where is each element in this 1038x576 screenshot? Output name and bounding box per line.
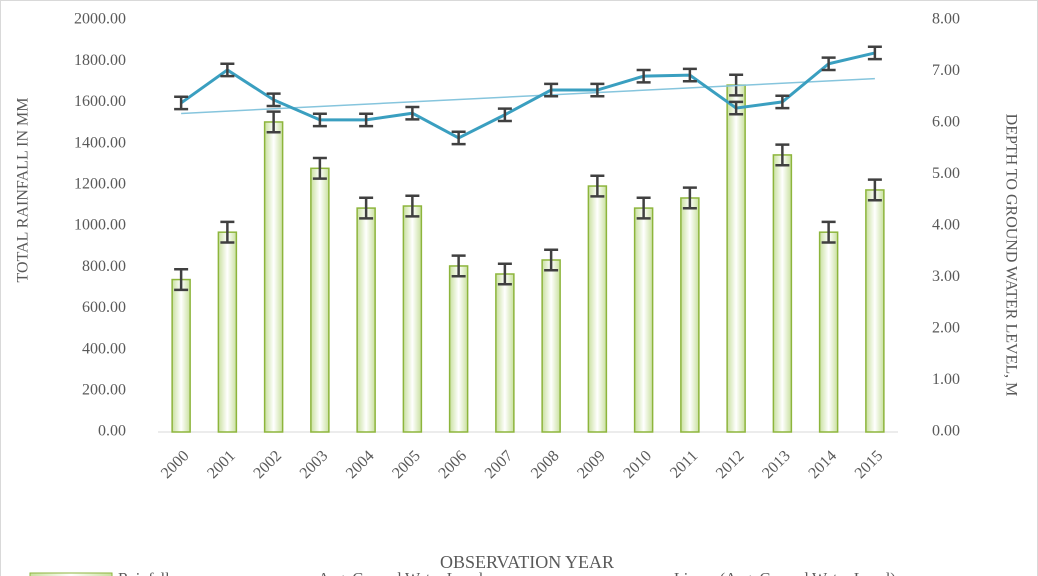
bar	[633, 207, 654, 433]
y-axis-title: TOTAL RAINFALL IN MM	[15, 98, 32, 283]
bar	[865, 189, 885, 433]
y-tick-label: 1400.00	[74, 134, 126, 151]
x-tick-label: 2005	[389, 447, 424, 482]
error-bar	[821, 220, 836, 244]
bar	[310, 167, 330, 433]
error-bar	[174, 95, 189, 111]
bar	[680, 197, 700, 433]
x-tick-label: 2010	[620, 447, 655, 482]
y-tick-label: 1800.00	[74, 52, 126, 69]
error-bar	[266, 92, 281, 108]
legend-swatch	[29, 572, 113, 576]
x-tick-label: 2014	[805, 447, 840, 482]
x-tick-label: 2006	[435, 447, 470, 482]
error-bar	[636, 196, 651, 220]
y2-axis-title: DEPTH TO GROUND WATER LEVEL, M	[1002, 114, 1019, 397]
error-bar	[497, 262, 512, 286]
x-tick-label: 2011	[667, 447, 701, 481]
error-bar	[312, 112, 327, 128]
bar	[772, 154, 793, 433]
line	[180, 51, 876, 140]
error-bar	[220, 62, 235, 78]
error-bar	[821, 56, 836, 72]
error-bar	[405, 105, 420, 121]
legend-label: Rainfall	[118, 571, 170, 576]
x-tick-label: 2000	[158, 447, 193, 482]
y2-tick-label: 3.00	[932, 268, 960, 285]
error-bar	[359, 196, 374, 220]
error-bar	[682, 186, 697, 210]
error-bar	[174, 268, 189, 292]
error-bar	[220, 220, 235, 244]
y2-tick-label: 2.00	[932, 320, 960, 337]
bar	[448, 265, 469, 433]
bar	[726, 84, 746, 433]
y2-tick-label: 1.00	[932, 371, 960, 388]
y2-tick-label: 8.00	[932, 11, 960, 28]
y2-tick-label: 7.00	[932, 62, 960, 79]
x-tick-label: 2015	[852, 447, 887, 482]
y2-tick-label: 0.00	[932, 423, 960, 440]
x-tick-label: 2001	[204, 447, 239, 482]
error-bar	[544, 248, 559, 272]
y-tick-label: 800.00	[82, 258, 126, 275]
error-bar	[405, 194, 420, 218]
error-bar	[867, 45, 882, 61]
y2-tick-label: 5.00	[932, 165, 960, 182]
y-tick-label: 400.00	[82, 340, 126, 357]
error-bar	[451, 130, 466, 146]
bar	[495, 273, 515, 433]
bar	[587, 185, 608, 433]
error-bar	[312, 156, 327, 180]
x-tick-label: 2004	[343, 447, 378, 482]
legend-label: Avg. Ground Water Level	[318, 571, 484, 576]
bar	[263, 121, 284, 433]
x-tick-label: 2009	[574, 447, 609, 482]
x-tick-label: 2012	[713, 447, 748, 482]
y-tick-label: 200.00	[82, 381, 126, 398]
y-tick-label: 600.00	[82, 299, 126, 316]
x-tick-label: 2013	[759, 447, 794, 482]
error-bar	[590, 82, 605, 98]
y2-tick-label: 6.00	[932, 114, 960, 131]
legend-label: Linear (Avg. Ground Water Level)	[674, 571, 896, 576]
error-bar	[451, 254, 466, 278]
y-tick-label: 1000.00	[74, 217, 126, 234]
y-tick-label: 2000.00	[74, 11, 126, 28]
error-bar	[682, 67, 697, 83]
y-tick-label: 1200.00	[74, 175, 126, 192]
bar	[818, 231, 839, 433]
error-bar	[729, 100, 744, 116]
trendline	[181, 77, 875, 115]
x-tick-label: 2007	[482, 447, 517, 482]
error-bar	[590, 174, 605, 198]
bar	[541, 259, 561, 433]
error-bar	[359, 112, 374, 128]
error-bar	[867, 178, 882, 202]
bar	[217, 231, 238, 433]
y2-tick-label: 4.00	[932, 217, 960, 234]
bar	[171, 278, 191, 433]
y-tick-label: 1600.00	[74, 93, 126, 110]
x-tick-label: 2008	[528, 447, 563, 482]
x-axis-title: OBSERVATION YEAR	[440, 552, 614, 572]
error-bar	[636, 68, 651, 84]
error-bar	[266, 110, 281, 134]
error-bar	[544, 82, 559, 98]
error-bar	[775, 94, 790, 110]
bar	[402, 205, 423, 433]
x-tick-label: 2003	[297, 447, 332, 482]
error-bar	[775, 143, 790, 167]
x-tick-label: 2002	[250, 447, 285, 482]
error-bar	[497, 107, 512, 123]
y-tick-label: 0.00	[98, 423, 126, 440]
bar	[356, 207, 376, 433]
